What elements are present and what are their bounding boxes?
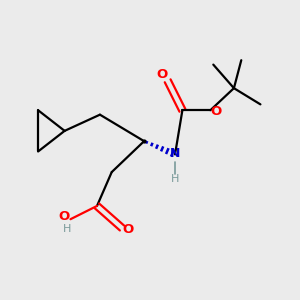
Text: N: N xyxy=(170,147,180,160)
Text: H: H xyxy=(171,174,179,184)
Text: H: H xyxy=(63,224,71,235)
Text: O: O xyxy=(211,105,222,118)
Text: O: O xyxy=(58,210,70,223)
Text: O: O xyxy=(122,223,134,236)
Text: O: O xyxy=(157,68,168,81)
